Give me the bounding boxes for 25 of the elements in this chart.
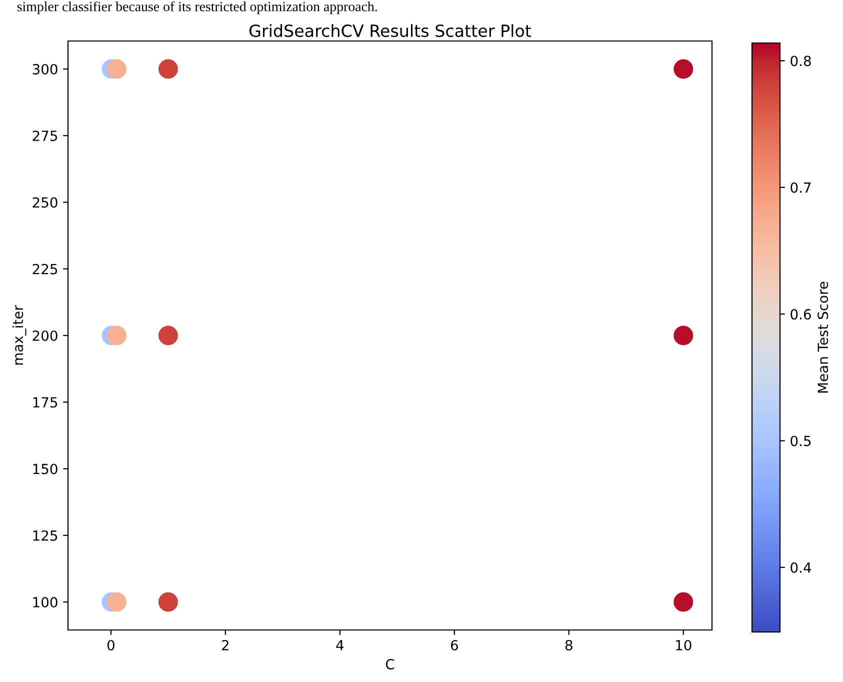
y-tick-label: 225 (32, 264, 58, 274)
x-tick-label: 8 (565, 640, 572, 650)
x-tick-label: 0 (107, 640, 114, 650)
text: simpler classifier because of its restricted optimization approach. (17, 1, 377, 14)
color-bar-label: 0.4 (790, 562, 812, 573)
color-bar-title: Mean Test Score (818, 282, 828, 393)
y-tick-label: 275 (32, 130, 58, 142)
y-tick-label: 175 (33, 397, 58, 408)
color-bar-label: 0.7 (790, 182, 811, 193)
chart-title: GridSearchCV Results Scatter Plot (249, 24, 532, 38)
y-tick-label: 150 (33, 464, 58, 474)
color-bar-label: 0.8 (790, 56, 811, 66)
y-axis-title: max_iter (12, 305, 26, 365)
y-tick-label: 100 (33, 596, 58, 608)
color-bar-label: 0.6 (790, 309, 811, 320)
y-tick-label: 200 (32, 330, 58, 341)
x-axis-title: C (386, 658, 394, 670)
x-tick-label: 4 (336, 640, 344, 650)
x-tick-label: 6 (450, 640, 458, 650)
y-tick-label: 125 (33, 530, 58, 541)
x-tick-label: 10 (676, 640, 692, 650)
color-bar-label: 0.5 (790, 436, 811, 446)
y-tick-label: 300 (32, 64, 58, 74)
y-tick-label: 250 (32, 197, 58, 208)
x-tick-label: 2 (222, 640, 228, 650)
